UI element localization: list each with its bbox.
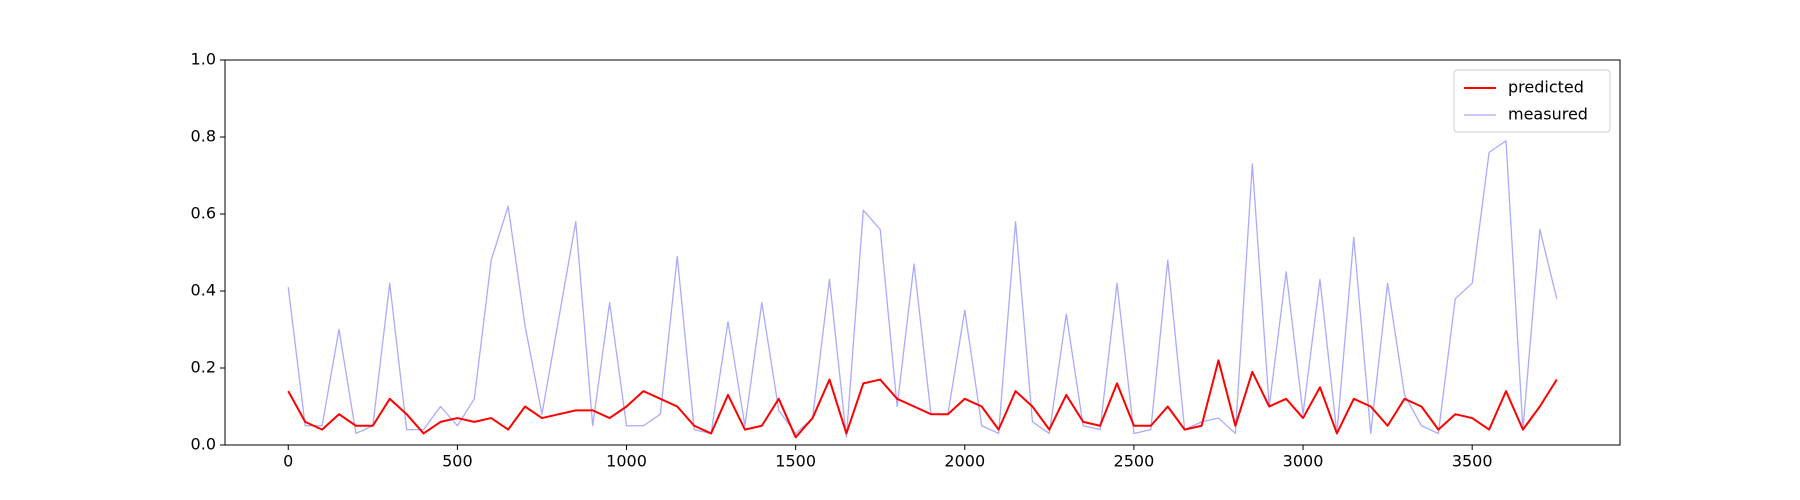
plot-frame bbox=[224, 59, 1621, 446]
series-line bbox=[287, 359, 1558, 439]
y-tick-label: 0.2 bbox=[191, 358, 216, 377]
y-tick-label: 1.0 bbox=[191, 50, 216, 69]
x-tick-label: 3500 bbox=[1452, 452, 1493, 471]
legend-box bbox=[1453, 69, 1611, 133]
x-tick-label: 500 bbox=[442, 452, 473, 471]
x-tick-label: 0 bbox=[283, 452, 293, 471]
y-tick-label: 0.6 bbox=[191, 204, 216, 223]
series-line bbox=[287, 140, 1558, 438]
legend-label: predicted bbox=[1508, 78, 1584, 97]
x-tick-label: 2500 bbox=[1114, 452, 1155, 471]
y-tick-label: 0.4 bbox=[191, 281, 216, 300]
x-tick-label: 3000 bbox=[1283, 452, 1324, 471]
y-tick-label: 0.8 bbox=[191, 127, 216, 146]
legend: predicted measured bbox=[1453, 69, 1611, 133]
legend-label: measured bbox=[1508, 105, 1588, 124]
x-tick-label: 1500 bbox=[775, 452, 816, 471]
y-tick-label: 0.0 bbox=[191, 435, 216, 454]
x-tick-label: 1000 bbox=[606, 452, 647, 471]
x-tick-label: 2000 bbox=[944, 452, 985, 471]
